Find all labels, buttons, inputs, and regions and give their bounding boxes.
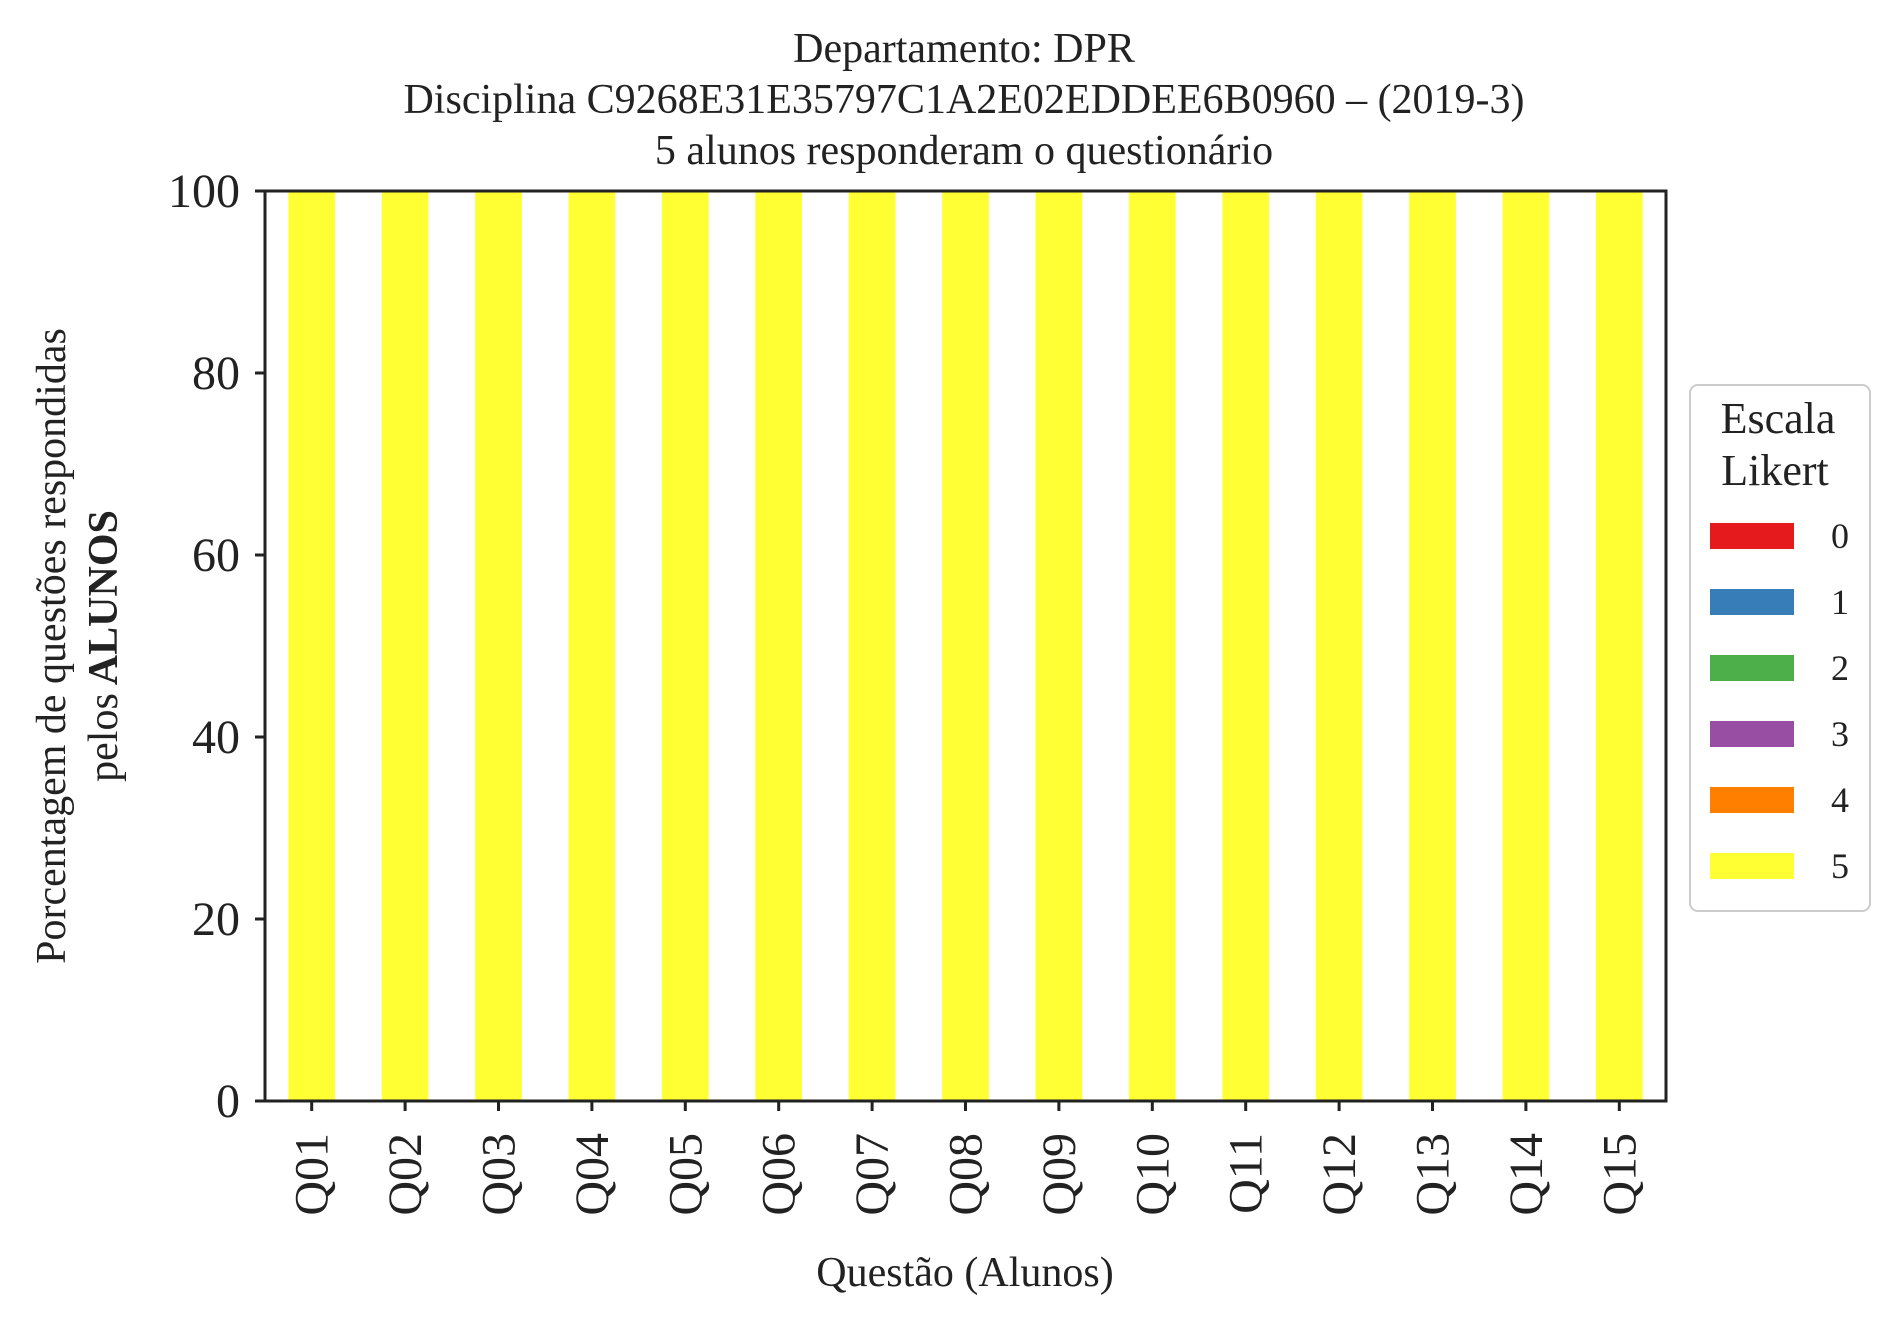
x-tick-label: Q10: [1126, 1133, 1179, 1216]
x-tick-label: Q12: [1313, 1133, 1366, 1216]
x-tick-label: Q03: [473, 1133, 526, 1216]
y-axis-label: Porcentagem de questões respondidas pelo…: [29, 328, 127, 964]
y-axis-label-bold: ALUNOS: [81, 510, 127, 685]
legend-swatch-4: [1710, 787, 1794, 813]
chart-title-line-2: Disciplina C9268E31E35797C1A2E02EDDEE6B0…: [403, 77, 1524, 123]
chart-title-line-3: 5 alunos responderam o questionário: [655, 128, 1273, 174]
bar-Q07-likert-5: [848, 191, 896, 1101]
legend-swatch-3: [1710, 721, 1794, 747]
x-tick-label: Q02: [379, 1133, 432, 1216]
y-axis-label-line-1: Porcentagem de questões respondidas: [29, 328, 75, 964]
y-tick-label: 40: [192, 711, 240, 764]
bar-Q12-likert-5: [1315, 191, 1363, 1101]
bar-Q14-likert-5: [1502, 191, 1550, 1101]
bar-Q06-likert-5: [755, 191, 803, 1101]
bar-Q15-likert-5: [1595, 191, 1643, 1101]
legend-box: [1689, 384, 1871, 912]
x-tick-label: Q08: [940, 1133, 993, 1216]
bar-Q03-likert-5: [475, 191, 522, 1101]
x-tick-label: Q11: [1220, 1133, 1273, 1214]
x-axis-label: Questão (Alunos): [816, 1250, 1113, 1296]
y-tick-label: 100: [168, 165, 240, 218]
legend-swatch-1: [1710, 589, 1794, 615]
x-tick-label: Q05: [659, 1133, 712, 1216]
chart-title-line-1: Departamento: DPR: [793, 26, 1135, 72]
legend-title-line-1: Escala: [1721, 394, 1836, 443]
legend-label-3: 3: [1831, 714, 1849, 754]
x-tick-label: Q15: [1593, 1133, 1646, 1216]
legend-label-5: 5: [1831, 846, 1849, 886]
legend-swatch-2: [1710, 655, 1794, 681]
y-tick-label: 0: [216, 1075, 240, 1128]
x-tick-label: Q04: [566, 1133, 619, 1216]
bars-layer: [288, 191, 1643, 1101]
y-tick-label: 60: [192, 529, 240, 582]
bar-Q10-likert-5: [1128, 191, 1176, 1101]
legend-label-0: 0: [1831, 516, 1849, 556]
plot-area-frame: [263, 189, 1668, 1103]
bar-Q09-likert-5: [1035, 191, 1083, 1101]
x-tick-label: Q09: [1033, 1133, 1086, 1216]
x-tick-label: Q06: [753, 1133, 806, 1216]
x-tick-label: Q01: [286, 1133, 339, 1216]
legend-label-2: 2: [1831, 648, 1849, 688]
x-tick-label: Q07: [846, 1133, 899, 1216]
y-tick-label: 20: [192, 893, 240, 946]
bar-Q08-likert-5: [942, 191, 989, 1101]
x-axis-ticks: Q01 Q02 Q03 Q04 Q05 Q06 Q07 Q08 Q09 Q10 Q11 Q12 Q13 Q…: [286, 1101, 1646, 1216]
legend-swatch-0: [1710, 523, 1794, 549]
y-tick-label: 80: [192, 347, 240, 400]
legend: Escala Likert 0 1 2 3 4 5: [1689, 384, 1871, 912]
bar-Q05-likert-5: [661, 191, 709, 1101]
x-tick-label: Q13: [1407, 1133, 1460, 1216]
legend-title-line-2: Likert: [1721, 446, 1829, 495]
legend-items: 0 1 2 3 4 5: [1710, 516, 1849, 886]
legend-label-1: 1: [1831, 582, 1849, 622]
bar-Q01-likert-5: [288, 191, 336, 1101]
bar-Q02-likert-5: [381, 191, 429, 1101]
chart-title: Departamento: DPR Disciplina C9268E31E35…: [403, 26, 1524, 174]
y-axis-label-prefix: pelos: [81, 693, 127, 782]
y-axis-label-line-2: pelos ALUNOS: [81, 510, 127, 782]
legend-swatch-5: [1710, 853, 1794, 879]
bar-Q04-likert-5: [568, 191, 616, 1101]
x-tick-label: Q14: [1500, 1133, 1553, 1216]
y-axis-ticks: 0 20 40 60 80 100: [168, 165, 265, 1128]
bar-Q13-likert-5: [1409, 191, 1456, 1101]
legend-label-4: 4: [1831, 780, 1849, 820]
bar-Q11-likert-5: [1222, 191, 1270, 1101]
